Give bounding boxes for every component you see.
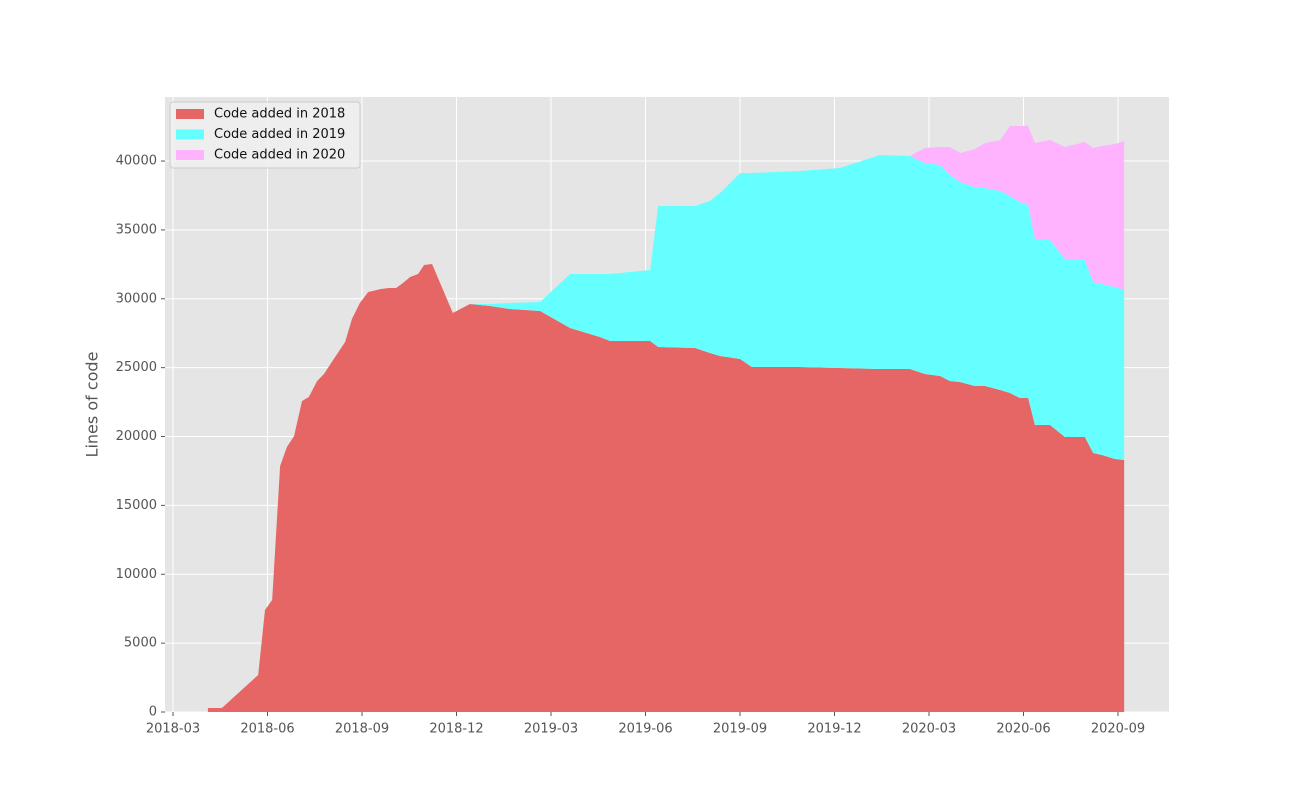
- legend-swatch: [176, 109, 204, 119]
- x-tick-label: 2020-06: [996, 722, 1050, 737]
- x-tick-label: 2019-06: [618, 722, 672, 737]
- area: [207, 155, 1125, 709]
- y-tick-label: 10000: [116, 567, 157, 582]
- x-tick-label: 2018-03: [146, 722, 200, 737]
- legend-box: [169, 101, 361, 169]
- x-tick-label: 2020-03: [902, 722, 956, 737]
- x-tick-label: 2019-09: [713, 722, 767, 737]
- y-tick-label: 0: [149, 705, 157, 720]
- x-tick-label: 2018-06: [240, 722, 294, 737]
- y-tick-label: 15000: [116, 498, 157, 513]
- y-tick-label: 40000: [116, 154, 157, 169]
- x-tick-label: 2019-12: [807, 722, 861, 737]
- y-tick-label: 35000: [116, 222, 157, 237]
- x-tick-label: 2020-09: [1091, 722, 1145, 737]
- y-axis-label: Lines of code: [83, 352, 102, 458]
- y-tick-label: 25000: [116, 360, 157, 375]
- y-tick-label: 30000: [116, 291, 157, 306]
- x-tick-label: 2018-12: [429, 722, 483, 737]
- area: [207, 126, 1125, 709]
- area: [207, 264, 1125, 712]
- legend-label: Code added in 2019: [214, 127, 345, 142]
- x-tick-label: 2018-09: [335, 722, 389, 737]
- y-tick-label: 5000: [124, 636, 157, 651]
- legend-label: Code added in 2018: [214, 107, 345, 122]
- legend-swatch: [176, 150, 204, 160]
- legend-swatch: [176, 129, 204, 140]
- legend-label: Code added in 2020: [214, 148, 345, 163]
- y-tick-label: 20000: [116, 429, 157, 444]
- x-tick-label: 2019-03: [524, 722, 578, 737]
